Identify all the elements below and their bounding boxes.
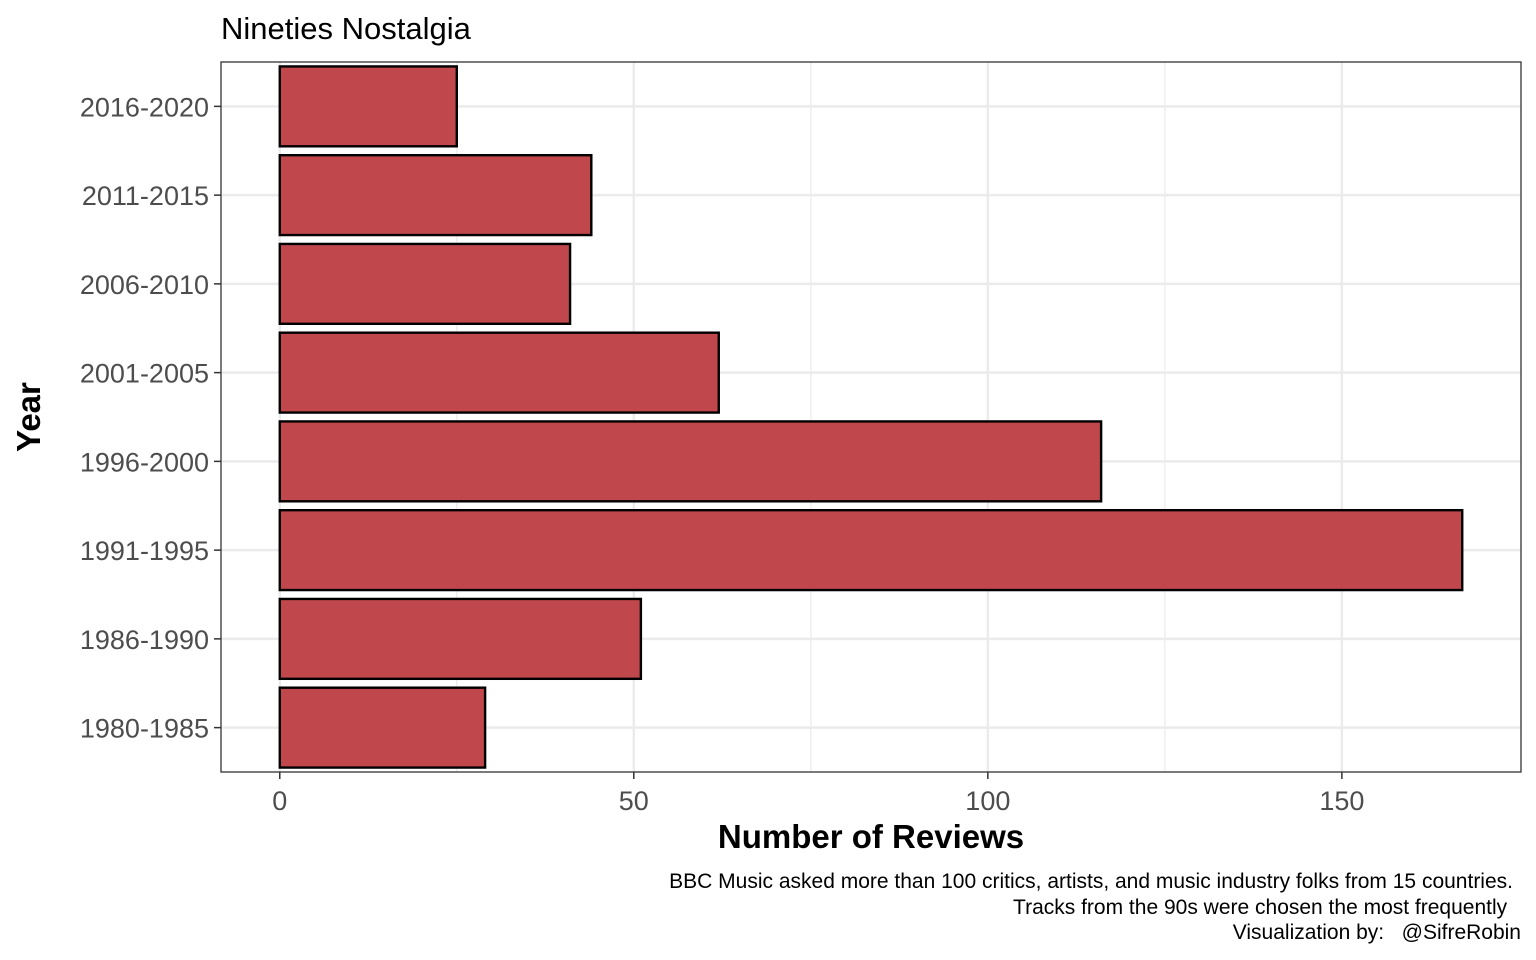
y-axis-title: Year [10,382,47,452]
caption: BBC Music asked more than 100 critics, a… [669,870,1521,944]
bar-1996-2000 [278,420,1103,503]
x-tick-label: 150 [1319,786,1364,816]
bar-1986-1990 [278,597,643,681]
y-tick-label: 2006-2010 [80,270,209,300]
y-tick-label: 1996-2000 [80,447,209,477]
panel-border [220,61,1522,773]
chart-title: Nineties Nostalgia [221,11,472,46]
bar-2001-2005 [278,331,720,414]
bar-1980-1985 [278,686,487,769]
x-tick-label: 0 [272,786,287,816]
bar-2006-2010 [278,242,572,326]
y-tick-label: 2011-2015 [82,181,209,211]
y-axis: 1980-1985 1986-1990 1991-1995 1996-2000 2001… [80,92,221,744]
caption-line: BBC Music asked more than 100 critics, a… [669,870,1513,893]
y-tick-label: 2016-2020 [80,92,209,122]
caption-line: Tracks from the 90s were chosen the most… [1013,896,1513,919]
bar-2011-2015 [278,153,593,237]
caption-line: Visualization by: @SifreRobin [1233,921,1521,944]
bars [278,65,1464,769]
x-axis-title: Number of Reviews [718,818,1024,855]
x-axis: 0 50 100 150 [272,772,1364,816]
y-tick-label: 1986-1990 [80,625,209,655]
y-tick-label: 1991-1995 [80,536,209,566]
y-tick-label: 2001-2005 [80,359,209,389]
bar-1991-1995 [278,508,1464,592]
y-tick-label: 1980-1985 [80,714,209,744]
bar-2016-2020 [278,65,458,148]
x-tick-label: 50 [619,786,649,816]
x-tick-label: 100 [965,786,1010,816]
